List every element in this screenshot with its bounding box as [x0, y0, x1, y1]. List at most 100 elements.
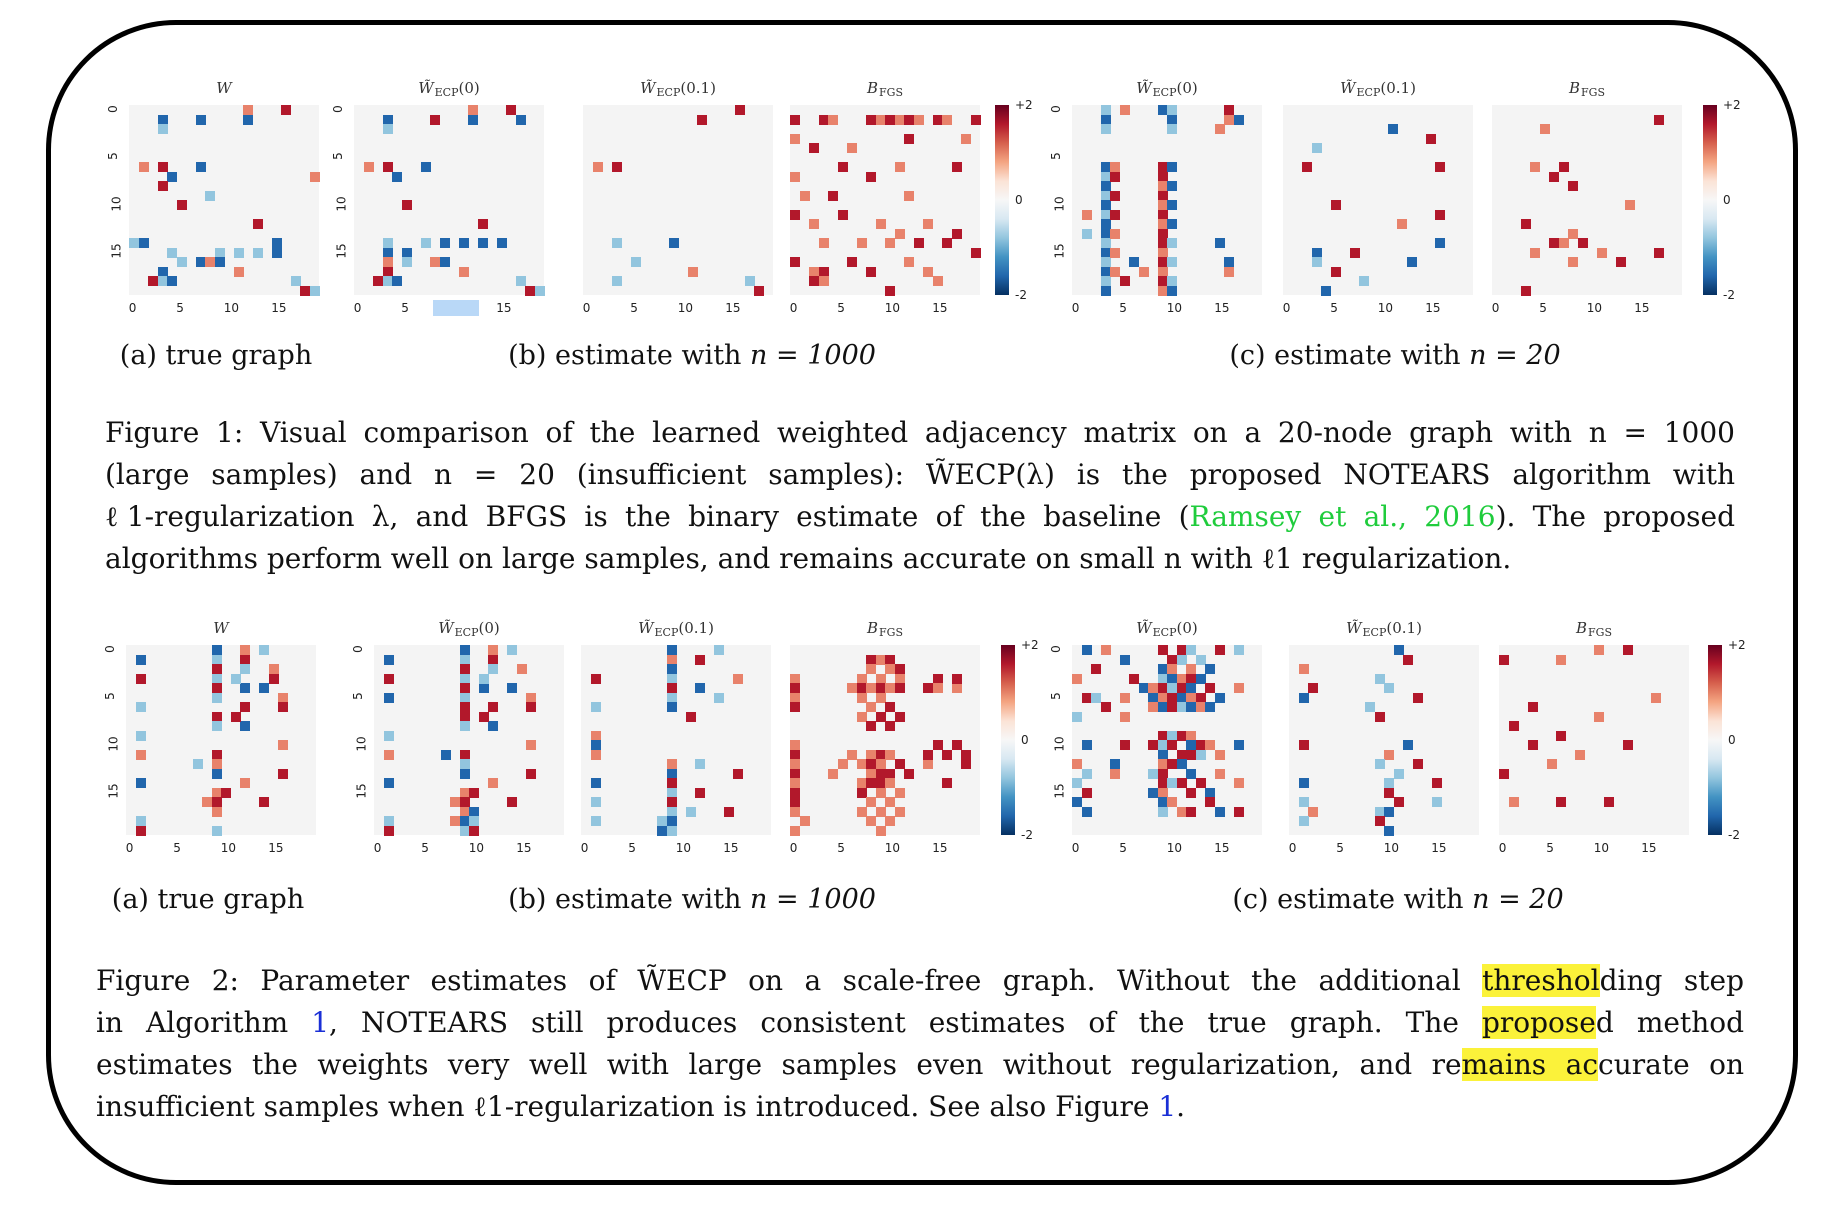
algorithm-1-link[interactable]: 1 — [311, 1006, 330, 1039]
heatmap-cell — [1110, 768, 1120, 779]
heatmap-cell — [176, 200, 187, 210]
heatmap-cell — [221, 787, 231, 798]
heatmap-cell — [243, 114, 253, 125]
heatmap-cell — [439, 238, 450, 248]
heatmap-cell — [1384, 787, 1394, 798]
heatmap-cell — [459, 702, 470, 712]
heatmap-cell — [488, 664, 498, 674]
heatmap-cell — [1157, 105, 1168, 115]
heatmap-cell — [383, 673, 394, 684]
heatmap-cell — [790, 114, 800, 125]
heatmap-cell — [885, 664, 895, 674]
heatmap-cell — [135, 730, 146, 741]
heatmap-cell — [507, 683, 517, 693]
heatmap-cell — [1157, 190, 1168, 201]
heatmap-cell — [157, 162, 168, 172]
heatmap-cell — [1530, 247, 1540, 258]
heatmap-cell — [1167, 219, 1177, 229]
colorbar-label: 0 — [1021, 733, 1029, 747]
heatmap-cell — [1110, 162, 1120, 172]
heatmap-cell — [1359, 276, 1369, 286]
heatmap-cell — [157, 276, 168, 286]
ramsey-citation-link[interactable]: Ramsey et al., 2016 — [1189, 500, 1496, 533]
y-tick-label: 10 — [1052, 736, 1067, 752]
heatmap-cell — [1205, 702, 1215, 712]
heatmap-cell — [211, 692, 222, 703]
heatmap-cell — [1603, 797, 1614, 807]
heatmap-cell — [866, 816, 876, 826]
heatmap-title: W̃ECP(0.1) — [1346, 619, 1422, 639]
heatmap-cell — [363, 162, 374, 172]
colorbar-label: +2 — [1015, 98, 1033, 112]
heatmap-cell — [1167, 238, 1177, 248]
heatmap-cell — [309, 171, 320, 182]
fig2-sublabel-b-n: n = 1000 — [750, 884, 876, 915]
heatmap-cell — [459, 797, 470, 807]
heatmap-cell — [383, 778, 394, 788]
y-tick-label: 15 — [109, 243, 124, 259]
colorbar — [1708, 645, 1722, 835]
heatmap-cell — [1195, 740, 1206, 750]
heatmap-cell — [913, 238, 924, 248]
heatmap-cell — [1176, 683, 1187, 693]
heatmap-cell — [1157, 200, 1168, 210]
heatmap-cell — [230, 673, 241, 684]
heatmap-grid — [354, 105, 545, 296]
heatmap-cell — [1081, 645, 1092, 655]
fig2-sublabel-c-n: n = 20 — [1472, 884, 1564, 915]
heatmap-cell — [590, 816, 601, 826]
heatmap-cell — [666, 645, 677, 655]
heatmap-cell — [1556, 654, 1566, 665]
fig2-caption-line-4: insufficient samples when ℓ1-regularizat… — [96, 1090, 1186, 1123]
figure-1-caption: Figure 1: Visual comparison of the learn… — [105, 412, 1735, 580]
heatmap-cell — [1302, 162, 1312, 172]
heatmap-cell — [809, 219, 819, 229]
heatmap-cell — [1176, 645, 1187, 655]
heatmap-cell — [135, 702, 146, 712]
colorbar-label: -2 — [1021, 828, 1033, 842]
x-tick-label: 0 — [580, 841, 589, 855]
heatmap-cell — [866, 171, 876, 182]
heatmap-cell — [1233, 645, 1244, 655]
heatmap-cell — [856, 787, 867, 798]
heatmap-cell — [382, 124, 393, 134]
heatmap-cell — [1157, 209, 1168, 220]
heatmap-cell — [894, 711, 905, 722]
heatmap-cell — [1110, 266, 1120, 277]
heatmap-cell — [754, 285, 764, 296]
y-tick-label: 15 — [354, 783, 369, 799]
heatmap-cell — [590, 673, 601, 684]
heatmap-cell — [904, 257, 914, 267]
heatmap-cell — [240, 778, 250, 788]
heatmap-cell — [268, 664, 279, 674]
heatmap-grid — [1072, 645, 1262, 835]
heatmap-cell — [1435, 238, 1445, 248]
heatmap-cell — [1148, 702, 1158, 712]
heatmap-cell — [856, 759, 867, 769]
heatmap-cell — [875, 711, 886, 722]
heatmap-cell — [1568, 181, 1578, 191]
figure-1-link[interactable]: 1 — [1158, 1090, 1177, 1123]
fig2-caption-line-2: in Algorithm 1, NOTEARS still produces c… — [96, 1006, 1745, 1039]
heatmap-cell — [611, 276, 622, 286]
heatmap-cell — [240, 702, 250, 712]
heatmap-cell — [214, 247, 225, 258]
heatmap-cell — [951, 673, 962, 684]
heatmap-cell — [837, 162, 848, 172]
heatmap-cell — [1365, 702, 1375, 712]
heatmap-cell — [1546, 759, 1557, 769]
heatmap-cell — [894, 228, 905, 239]
heatmap-cell — [383, 730, 394, 741]
heatmap-cell — [459, 749, 470, 760]
fig2-caption-line-1: Figure 2: Parameter estimates of W̃ECP o… — [96, 964, 1745, 997]
heatmap-cell — [450, 816, 460, 826]
heatmap-cell — [430, 114, 440, 125]
y-tick-label: 10 — [334, 196, 349, 212]
heatmap-cell — [192, 759, 203, 769]
heatmap-cell — [1558, 238, 1569, 248]
heatmap-cell — [875, 806, 886, 817]
heatmap-cell — [459, 654, 470, 665]
heatmap-cell — [1167, 105, 1177, 115]
x-tick-label: 5 — [176, 301, 184, 315]
heatmap-cell — [1224, 105, 1234, 115]
